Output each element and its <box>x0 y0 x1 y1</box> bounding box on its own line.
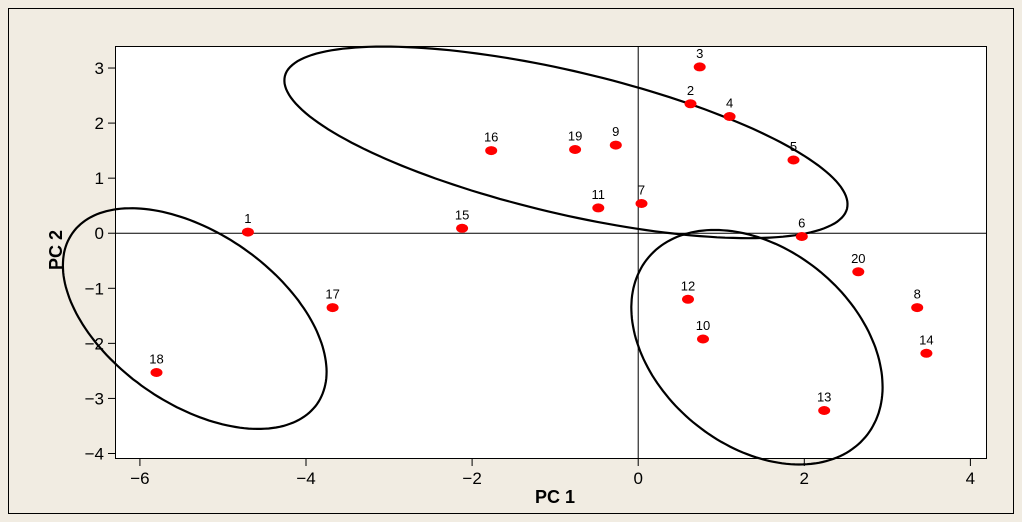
plot-background <box>115 46 987 459</box>
point-marker <box>635 199 648 208</box>
point-marker <box>684 99 697 109</box>
top-ellipse <box>283 45 849 240</box>
point-marker <box>795 232 808 241</box>
data-point-7: 7 <box>635 183 648 208</box>
point-marker <box>609 140 622 150</box>
point-label: 17 <box>325 287 339 302</box>
point-marker <box>150 368 163 377</box>
data-point-1: 1 <box>241 211 254 237</box>
group-ellipses <box>61 45 884 466</box>
data-point-9: 9 <box>609 124 622 150</box>
x-axis-ticks: −6 −4 −2 0 2 4 <box>130 459 975 488</box>
point-marker <box>787 155 800 165</box>
point-marker <box>485 146 498 156</box>
figure-frame <box>8 8 1014 514</box>
x-tick-label: 0 <box>633 469 642 488</box>
point-marker <box>693 62 706 72</box>
point-marker <box>682 294 694 304</box>
point-marker <box>241 227 254 237</box>
data-point-12: 12 <box>681 278 695 304</box>
data-point-11: 11 <box>592 187 606 213</box>
y-axis-ticks: −4 −3 −2 −1 0 1 2 3 <box>85 59 115 463</box>
point-marker <box>697 334 709 344</box>
y-tick-label: −1 <box>85 279 104 298</box>
point-label: 14 <box>919 332 933 347</box>
point-marker <box>818 406 831 415</box>
point-marker <box>326 303 339 313</box>
data-point-14: 14 <box>919 332 934 358</box>
x-tick-label: −2 <box>462 469 481 488</box>
data-point-20: 20 <box>851 251 866 277</box>
point-label: 13 <box>817 390 831 405</box>
y-axis-title: PC 2 <box>46 230 66 270</box>
point-label: 19 <box>568 129 582 144</box>
left-ellipse <box>61 207 328 430</box>
point-label: 8 <box>914 287 921 302</box>
point-marker <box>456 223 469 233</box>
data-point-19: 19 <box>568 129 582 154</box>
point-label: 7 <box>638 183 645 198</box>
point-label: 16 <box>484 130 498 145</box>
point-marker <box>852 267 865 277</box>
data-point-2: 2 <box>684 83 697 109</box>
point-label: 18 <box>149 352 163 367</box>
data-point-17: 17 <box>325 287 340 313</box>
point-label: 3 <box>696 46 703 61</box>
x-tick-label: −4 <box>296 469 315 488</box>
point-marker <box>592 203 605 213</box>
data-point-13: 13 <box>817 390 831 415</box>
point-label: 11 <box>592 187 606 202</box>
data-point-3: 3 <box>693 46 706 72</box>
x-tick-label: 4 <box>966 469 975 488</box>
y-tick-label: 0 <box>95 224 104 243</box>
y-tick-label: 1 <box>95 169 104 188</box>
y-tick-label: −3 <box>85 389 104 408</box>
point-label: 10 <box>696 318 710 333</box>
point-label: 9 <box>612 124 619 139</box>
point-label: 15 <box>455 207 469 222</box>
data-point-6: 6 <box>795 216 808 241</box>
x-tick-label: −6 <box>130 469 149 488</box>
point-label: 6 <box>798 216 805 231</box>
bottom-right-ellipse <box>630 228 884 466</box>
point-label: 12 <box>681 278 695 293</box>
point-label: 20 <box>851 251 865 266</box>
data-point-5: 5 <box>787 139 800 165</box>
point-label: 2 <box>687 83 694 98</box>
data-point-8: 8 <box>911 287 924 313</box>
y-tick-label: −4 <box>85 444 104 463</box>
x-axis-title: PC 1 <box>535 487 575 507</box>
data-point-16: 16 <box>484 130 498 156</box>
point-label: 1 <box>244 211 251 226</box>
point-marker <box>723 112 736 121</box>
data-point-10: 10 <box>696 318 710 344</box>
data-point-18: 18 <box>149 352 164 377</box>
x-tick-label: 2 <box>800 469 809 488</box>
point-marker <box>911 303 924 313</box>
plot-frame <box>115 46 987 459</box>
data-point-15: 15 <box>455 207 469 233</box>
y-tick-label: 2 <box>95 114 104 133</box>
point-label: 4 <box>726 96 733 111</box>
point-marker <box>569 145 582 154</box>
y-tick-label: 3 <box>95 59 104 78</box>
data-point-4: 4 <box>723 96 736 121</box>
point-label: 5 <box>790 139 797 154</box>
y-tick-label: −2 <box>85 334 104 353</box>
point-marker <box>920 348 933 358</box>
